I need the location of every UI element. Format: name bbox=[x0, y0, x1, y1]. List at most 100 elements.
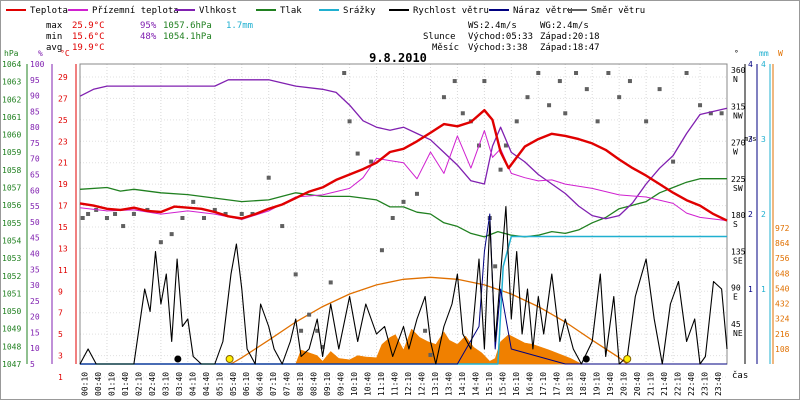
x-tick-label: 10:40 bbox=[364, 372, 373, 396]
x-tick-label: 08:40 bbox=[310, 372, 319, 396]
wind-direction-point bbox=[379, 248, 384, 253]
x-tick-label: 04:40 bbox=[202, 372, 211, 396]
stat-max-label: max bbox=[46, 21, 63, 31]
grid bbox=[79, 63, 728, 378]
wind-direction-point bbox=[498, 167, 503, 172]
y-tick-hpa: 1052 bbox=[2, 272, 21, 281]
wind-direction-point bbox=[414, 191, 419, 196]
y-tick-mm: 2 bbox=[761, 210, 766, 219]
y-tick-degc: 23 bbox=[58, 137, 68, 146]
legend-label-5: Rychlost větru bbox=[413, 6, 489, 16]
x-tick-label: 15:10 bbox=[485, 372, 494, 396]
wind-direction-point bbox=[460, 111, 465, 116]
x-tick-label: 07:10 bbox=[269, 372, 278, 396]
y-tick-pct: 85 bbox=[30, 107, 40, 116]
y-tick-wm2: 324 bbox=[775, 315, 790, 324]
y-tick-degc: 7 bbox=[58, 309, 63, 318]
y-tick-degc: 19 bbox=[58, 180, 68, 189]
y-tick-hpa: 1055 bbox=[2, 219, 21, 228]
y-tick-dir-name: SE bbox=[733, 256, 743, 265]
wind-direction-point bbox=[355, 151, 360, 156]
sun-marker-sunset bbox=[623, 355, 632, 363]
wind-direction-point bbox=[328, 280, 333, 285]
legend-label-7: Směr větru bbox=[591, 6, 645, 16]
wind-direction-point bbox=[563, 111, 568, 116]
y-tick-dir-name: N bbox=[733, 75, 738, 84]
wind-direction-point bbox=[342, 71, 347, 75]
stat-min-label: min bbox=[46, 32, 62, 42]
x-tick-label: 14:10 bbox=[458, 372, 467, 396]
x-tick-label: 18:10 bbox=[566, 372, 575, 396]
x-tick-label: 00:40 bbox=[94, 372, 103, 396]
y-tick-degc: 11 bbox=[58, 266, 68, 275]
y-tick-degc: 13 bbox=[58, 244, 68, 253]
legend: Teplota Přízemní teplota Vlhkost Tlak Srážky… bbox=[6, 6, 645, 16]
wind-direction-point bbox=[202, 216, 207, 220]
y-tick-pct: 90 bbox=[30, 92, 40, 101]
x-tick-label: 01:40 bbox=[121, 372, 130, 396]
markers bbox=[174, 355, 632, 363]
y-tick-pct: 15 bbox=[30, 328, 40, 337]
stat-min-press: 1054.1hPa bbox=[163, 32, 212, 42]
y-tick-pct: 80 bbox=[30, 123, 40, 132]
y-tick-pct: 70 bbox=[30, 155, 40, 164]
wind-direction-point bbox=[525, 95, 530, 100]
wind-direction-point bbox=[223, 211, 228, 216]
y-tick-dir-name: W bbox=[733, 148, 738, 157]
y-tick-dir: 90 bbox=[731, 284, 741, 293]
moon-marker-moonrise bbox=[174, 355, 182, 363]
x-tick-label: 21:40 bbox=[660, 372, 669, 396]
wind-direction-point bbox=[708, 111, 713, 116]
y-tick-pct: 20 bbox=[30, 313, 40, 322]
info-sunrise: Východ:05:33 bbox=[468, 32, 533, 42]
info-ws: WS:2.4m/s bbox=[468, 21, 517, 31]
y-tick-degc: 29 bbox=[58, 73, 68, 82]
y-tick-hpa: 1057 bbox=[2, 184, 21, 193]
y-tick-dir: 225 bbox=[731, 175, 746, 184]
y-tick-pct: 60 bbox=[30, 186, 40, 195]
y-unit-pct: % bbox=[38, 49, 43, 58]
wind-direction-point bbox=[347, 119, 352, 124]
stat-max-press: 1057.6hPa bbox=[163, 21, 212, 31]
y-tick-hpa: 1047 bbox=[2, 360, 21, 369]
wind-direction-point bbox=[86, 211, 91, 216]
stat-min-hum: 48% bbox=[140, 32, 157, 42]
y-tick-hpa: 1060 bbox=[2, 131, 21, 140]
x-tick-label: 17:10 bbox=[539, 372, 548, 396]
wind-direction-point bbox=[584, 87, 589, 92]
x-tick-label: 17:40 bbox=[552, 372, 561, 396]
wind-direction-point bbox=[307, 312, 312, 317]
y-tick-pct: 75 bbox=[30, 139, 40, 148]
legend-label-1: Přízemní teplota bbox=[92, 6, 179, 16]
wind-direction-point bbox=[423, 328, 428, 333]
y-tick-ms: 1 bbox=[748, 285, 753, 294]
y-tick-ms: 3 bbox=[748, 135, 753, 144]
y-tick-degc: 27 bbox=[58, 94, 68, 103]
x-tick-label: 02:40 bbox=[148, 372, 157, 396]
wind-direction-point bbox=[239, 211, 244, 216]
x-tick-label: 14:40 bbox=[471, 372, 480, 396]
y-tick-pct: 100 bbox=[30, 60, 45, 69]
wind-direction-point bbox=[503, 143, 508, 148]
wind-direction-point bbox=[299, 328, 304, 333]
y-tick-dir: 360 bbox=[731, 66, 746, 75]
wind-direction-point bbox=[617, 95, 622, 100]
series-teplota bbox=[79, 109, 728, 222]
wind-direction-point bbox=[315, 328, 320, 333]
y-tick-wm2: 108 bbox=[775, 345, 790, 354]
y-tick-hpa: 1064 bbox=[2, 60, 21, 69]
x-tick-label: 00:10 bbox=[80, 372, 89, 396]
y-tick-hpa: 1048 bbox=[2, 342, 21, 351]
y-unit-degc: °C bbox=[60, 49, 70, 58]
y-tick-hpa: 1053 bbox=[2, 254, 21, 263]
wind-direction-point bbox=[557, 79, 562, 84]
wind-direction-point bbox=[212, 207, 217, 212]
x-tick-label: 11:40 bbox=[391, 372, 400, 396]
wind-direction-point bbox=[191, 199, 196, 204]
y-tick-degc: 25 bbox=[58, 116, 68, 125]
wind-direction-point bbox=[369, 159, 374, 164]
y-tick-dir: 180 bbox=[731, 211, 746, 220]
y-tick-degc: 17 bbox=[58, 202, 68, 211]
wind-direction-point bbox=[180, 216, 185, 220]
wind-direction-point bbox=[169, 232, 174, 237]
